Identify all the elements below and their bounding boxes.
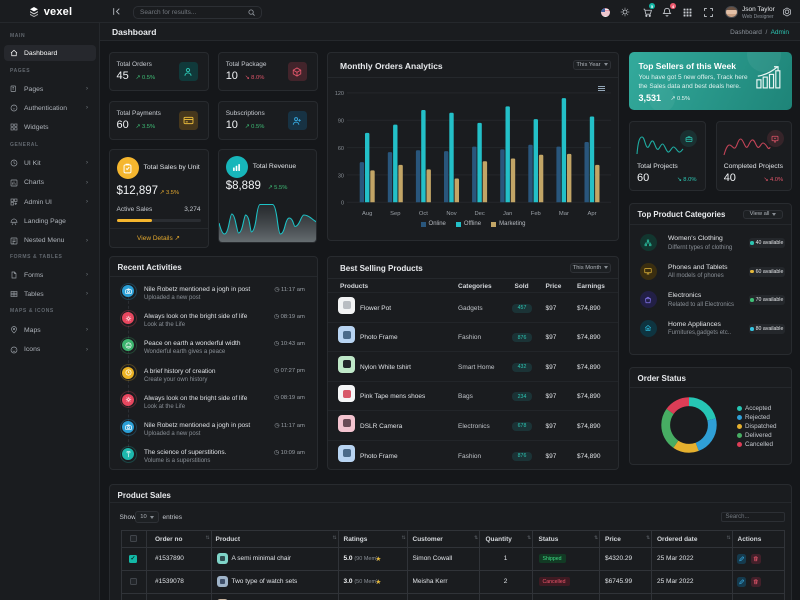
svg-text:90: 90 <box>338 119 344 125</box>
svg-text:60: 60 <box>338 146 344 152</box>
svg-text:Mar: Mar <box>559 211 569 217</box>
svg-text:Oct: Oct <box>419 211 428 217</box>
svg-text:30: 30 <box>338 173 344 179</box>
svg-text:Nov: Nov <box>446 211 456 217</box>
svg-text:Aug: Aug <box>362 211 372 217</box>
svg-text:Feb: Feb <box>531 211 541 217</box>
svg-text:Apr: Apr <box>587 211 596 217</box>
svg-text:0: 0 <box>341 201 344 207</box>
svg-text:Jan: Jan <box>503 211 512 217</box>
svg-text:Dec: Dec <box>474 211 484 217</box>
svg-text:Sep: Sep <box>390 211 400 217</box>
svg-text:120: 120 <box>335 91 344 97</box>
